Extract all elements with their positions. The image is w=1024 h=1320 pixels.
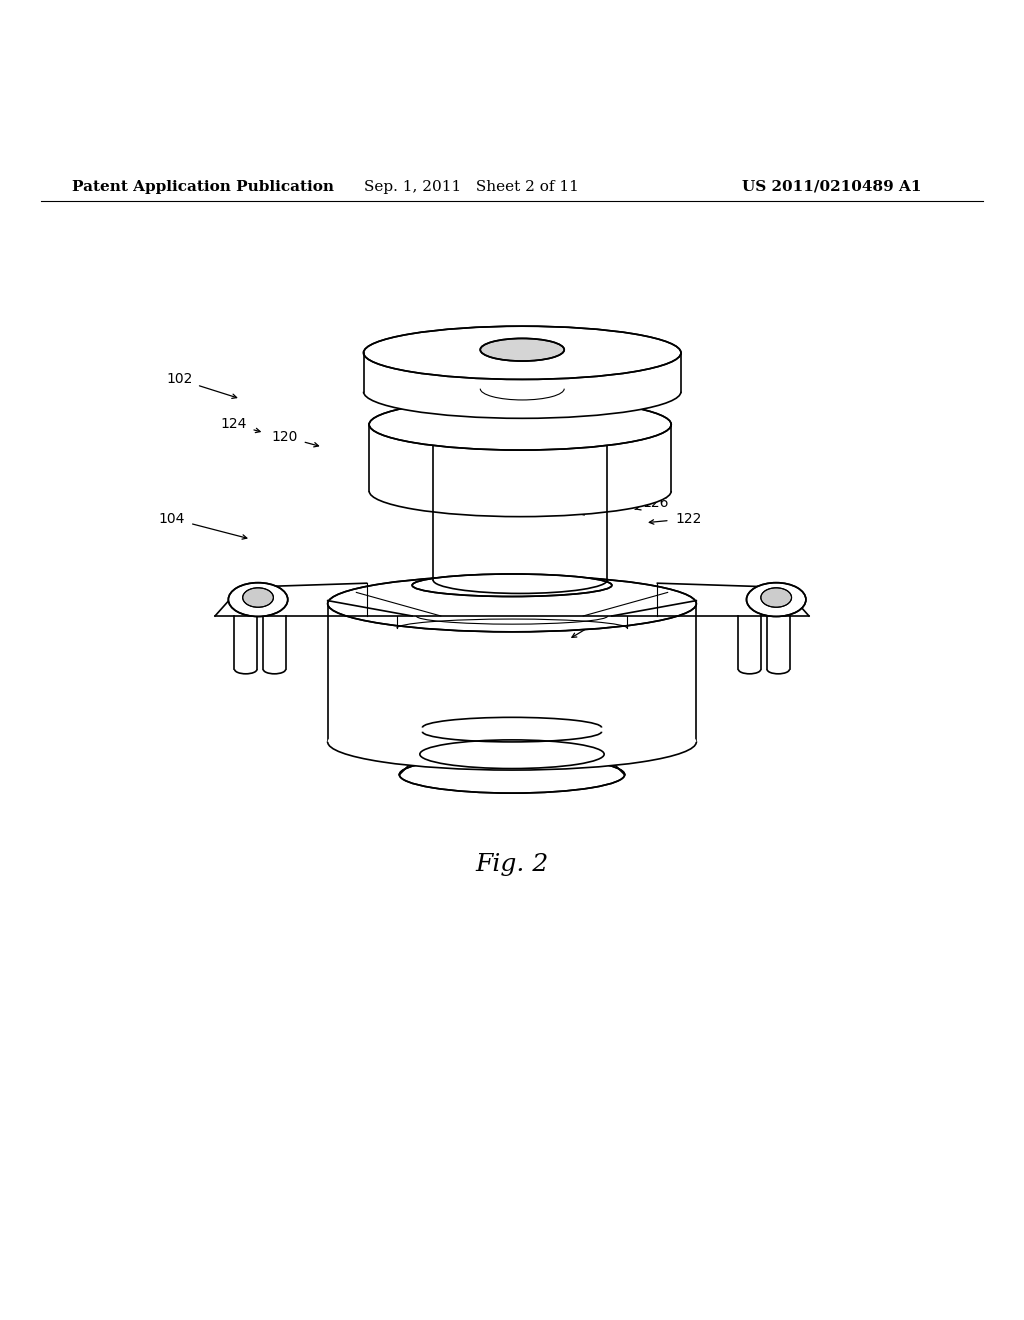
Ellipse shape — [364, 326, 681, 379]
Ellipse shape — [228, 582, 288, 616]
Text: 124: 124 — [220, 417, 247, 432]
Text: Fig. 2: Fig. 2 — [475, 853, 549, 876]
Text: 110: 110 — [579, 374, 605, 388]
Text: Sep. 1, 2011   Sheet 2 of 11: Sep. 1, 2011 Sheet 2 of 11 — [364, 180, 579, 194]
Ellipse shape — [370, 399, 672, 450]
Ellipse shape — [328, 576, 696, 632]
Text: US 2011/0210489 A1: US 2011/0210489 A1 — [742, 180, 922, 194]
Ellipse shape — [746, 582, 806, 616]
Ellipse shape — [761, 587, 792, 607]
Ellipse shape — [370, 466, 672, 516]
Ellipse shape — [328, 714, 696, 770]
Ellipse shape — [412, 574, 612, 597]
Text: 126: 126 — [642, 496, 669, 511]
Ellipse shape — [364, 366, 681, 418]
Ellipse shape — [433, 380, 607, 407]
Ellipse shape — [480, 338, 564, 362]
Text: 104: 104 — [159, 512, 185, 525]
Text: 114: 114 — [583, 480, 609, 495]
Ellipse shape — [243, 587, 273, 607]
Text: 120: 120 — [271, 430, 298, 444]
Text: 122: 122 — [675, 512, 701, 525]
Text: Patent Application Publication: Patent Application Publication — [72, 180, 334, 194]
Ellipse shape — [420, 741, 604, 768]
Text: 106: 106 — [601, 605, 628, 619]
Ellipse shape — [399, 756, 625, 793]
Text: 112: 112 — [613, 498, 640, 511]
Text: 102: 102 — [166, 372, 193, 387]
